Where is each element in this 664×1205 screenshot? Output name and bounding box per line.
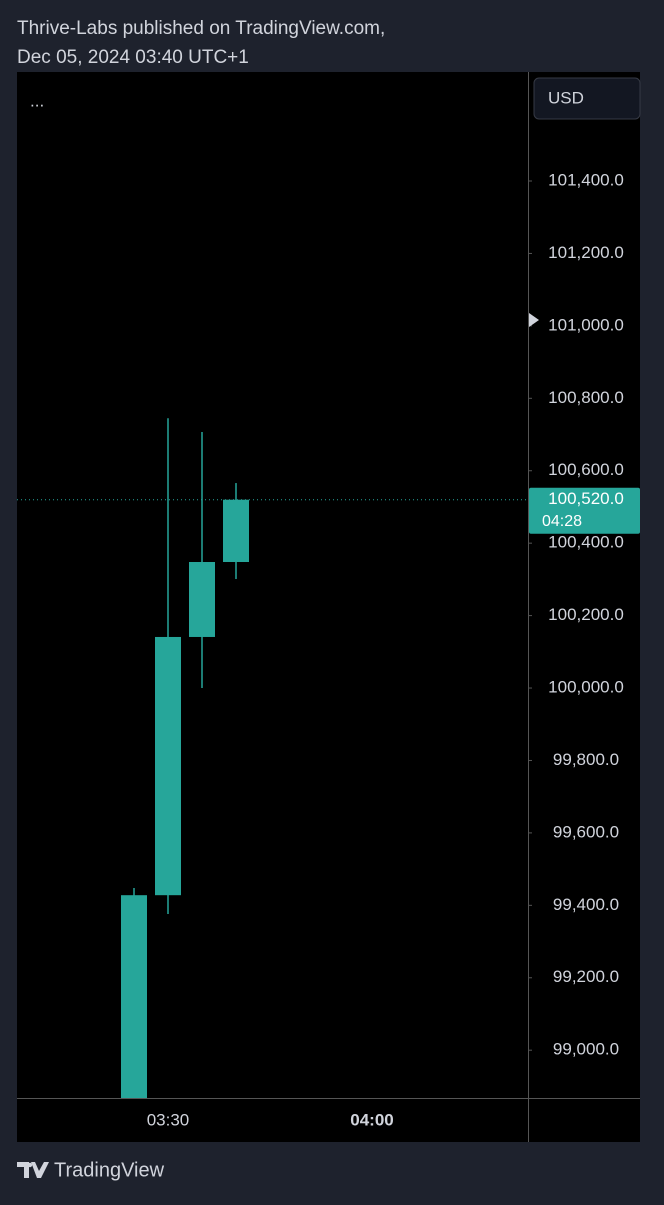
y-tick-label: 99,800.0 <box>553 750 619 769</box>
chart-background <box>17 72 640 1142</box>
menu[interactable]: ... <box>30 91 44 110</box>
plot <box>121 418 249 1098</box>
y-tick-label: 99,400.0 <box>553 895 619 914</box>
y-tick-label: 100,800.0 <box>548 388 624 407</box>
y-tick-label: 101,000.0 <box>548 315 624 334</box>
candle-body <box>121 895 147 1098</box>
brand: TradingView <box>54 1159 165 1181</box>
candle-body <box>189 562 215 637</box>
x-tick-label: 04:00 <box>350 1110 393 1129</box>
candle-body <box>155 636 181 896</box>
tradingview-logo <box>17 1162 49 1178</box>
y-tick-label: 101,200.0 <box>548 243 624 262</box>
currency-label[interactable]: USD <box>548 88 584 107</box>
countdown: 04:28 <box>542 513 582 530</box>
y-tick-label: 99,200.0 <box>553 967 619 986</box>
y-tick-label: 100,200.0 <box>548 605 624 624</box>
candle-body <box>223 499 249 563</box>
y-tick-label: 100,400.0 <box>548 533 624 552</box>
currency-button[interactable] <box>533 77 641 120</box>
scroll-marker <box>529 313 539 327</box>
y-tick-label: 101,400.0 <box>548 170 624 189</box>
header-line: Dec 05, 2024 03:40 UTC+1 <box>17 47 249 68</box>
y-tick-label: 100,600.0 <box>548 460 624 479</box>
y-tick-label: 99,600.0 <box>553 822 619 841</box>
y-tick-label: 99,000.0 <box>553 1040 619 1059</box>
last-price-box <box>529 487 640 534</box>
header-line: Thrive-Labs published on TradingView.com… <box>17 18 385 39</box>
x-tick-label: 03:30 <box>147 1110 190 1129</box>
last-price-label: 100,520.0 <box>548 489 624 508</box>
y-tick-label: 100,000.0 <box>548 678 624 697</box>
